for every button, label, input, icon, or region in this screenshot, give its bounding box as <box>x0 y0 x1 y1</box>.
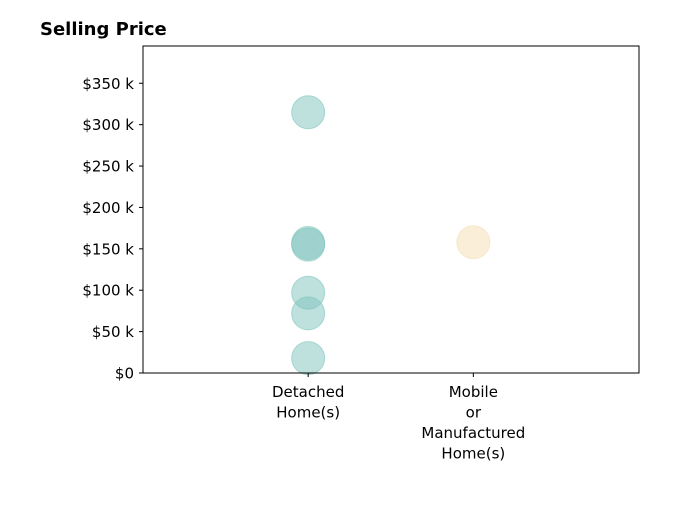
data-point <box>456 225 491 260</box>
x-tick-label: Home(s) <box>441 445 505 463</box>
y-tick-label: $100 k <box>82 282 134 300</box>
plot-area: $0 $50 k $100 k $150 k $200 k $250 k $300 k $35… <box>82 45 640 463</box>
y-tick-label: $0 <box>115 365 134 383</box>
plot-frame <box>142 45 640 374</box>
x-tick-label: Detached <box>272 383 344 401</box>
y-tick-label: $350 k <box>82 75 134 93</box>
x-tick-label: Mobile <box>449 383 498 401</box>
y-tick-label: $300 k <box>82 116 134 134</box>
data-point <box>291 95 326 130</box>
x-tick-label: or <box>466 404 482 422</box>
x-tick-label: Home(s) <box>276 404 340 422</box>
data-point <box>291 296 326 331</box>
y-tick-label: $50 k <box>92 323 134 341</box>
y-tick-label: $250 k <box>82 158 134 176</box>
y-tick-label: $150 k <box>82 240 134 258</box>
y-tick-label: $200 k <box>82 199 134 217</box>
chart-title: Selling Price <box>40 19 167 40</box>
data-point <box>291 341 326 376</box>
x-tick-label: Manufactured <box>421 424 525 442</box>
data-point <box>291 227 326 262</box>
